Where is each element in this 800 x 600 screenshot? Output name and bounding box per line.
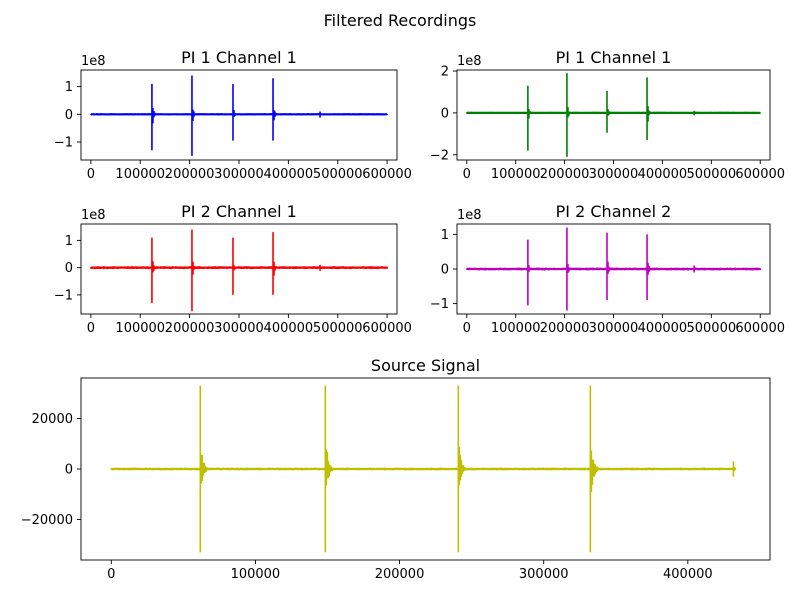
x-tick-label: 500000 bbox=[313, 321, 363, 336]
y-tick-label: 0 bbox=[441, 263, 449, 278]
y-tick-label: 0 bbox=[65, 463, 73, 478]
x-tick-label: 500000 bbox=[313, 167, 363, 182]
subplot-title: PI 1 Channel 1 bbox=[181, 48, 297, 67]
subplot-4: PI 2 Channel 2 1e8 0 100000 200000 300000 4000… bbox=[430, 202, 785, 336]
y-tick-label: 0 bbox=[441, 106, 449, 121]
y-tick-label: 1 bbox=[65, 234, 73, 249]
y-tick-label: 20000 bbox=[32, 412, 73, 427]
x-tick-label: 200000 bbox=[540, 167, 590, 182]
y-tick-label: 2 bbox=[441, 65, 449, 80]
x-tick-label: 300000 bbox=[214, 321, 264, 336]
subplot-1: PI 1 Channel 1 1e8 0 100000 200000 300000 4000… bbox=[54, 48, 412, 182]
y-tick-label: 0 bbox=[65, 261, 73, 276]
subplot-title: PI 2 Channel 2 bbox=[556, 202, 672, 221]
x-tick-label: 0 bbox=[107, 567, 115, 582]
subplot-2: PI 1 Channel 1 1e8 0 100000 200000 300000 4000… bbox=[430, 48, 785, 182]
x-tick-label: 0 bbox=[87, 321, 95, 336]
subplot-title: Source Signal bbox=[371, 356, 480, 375]
x-tick-label: 400000 bbox=[638, 167, 688, 182]
x-tick-label: 600000 bbox=[362, 321, 412, 336]
subplot-title: PI 1 Channel 1 bbox=[556, 48, 672, 67]
x-tick-label: 300000 bbox=[519, 567, 569, 582]
x-tick-label: 200000 bbox=[165, 321, 215, 336]
x-tick-label: 600000 bbox=[735, 167, 785, 182]
subplot-3: PI 2 Channel 1 1e8 0 100000 200000 300000 4000… bbox=[54, 202, 412, 336]
x-tick-label: 100000 bbox=[491, 167, 541, 182]
x-tick-label: 400000 bbox=[264, 167, 314, 182]
x-tick-label: 300000 bbox=[214, 167, 264, 182]
y-tick-label: −1 bbox=[54, 136, 73, 151]
x-tick-label: 100000 bbox=[231, 567, 281, 582]
x-tick-label: 600000 bbox=[362, 167, 412, 182]
x-tick-label: 400000 bbox=[638, 321, 688, 336]
x-tick-label: 0 bbox=[463, 321, 471, 336]
subplot-title: PI 2 Channel 1 bbox=[181, 202, 297, 221]
x-tick-label: 400000 bbox=[264, 321, 314, 336]
y-tick-label: −2 bbox=[430, 148, 449, 163]
x-tick-label: 0 bbox=[87, 167, 95, 182]
y-tick-label: 1 bbox=[441, 228, 449, 243]
x-tick-label: 200000 bbox=[165, 167, 215, 182]
y-tick-label: 0 bbox=[65, 108, 73, 123]
axis-offset-text: 1e8 bbox=[81, 208, 106, 223]
y-tick-label: −1 bbox=[54, 288, 73, 303]
axis-offset-text: 1e8 bbox=[81, 54, 106, 69]
axis-offset-text: 1e8 bbox=[457, 54, 482, 69]
x-tick-label: 600000 bbox=[735, 321, 785, 336]
x-tick-label: 100000 bbox=[115, 167, 165, 182]
y-tick-label: −1 bbox=[430, 297, 449, 312]
x-tick-label: 100000 bbox=[115, 321, 165, 336]
y-tick-label: −20000 bbox=[21, 513, 73, 528]
x-tick-label: 500000 bbox=[686, 167, 736, 182]
axis-offset-text: 1e8 bbox=[457, 208, 482, 223]
x-tick-label: 300000 bbox=[589, 321, 639, 336]
x-tick-label: 500000 bbox=[686, 321, 736, 336]
y-tick-label: 1 bbox=[65, 80, 73, 95]
x-tick-label: 200000 bbox=[540, 321, 590, 336]
x-tick-label: 100000 bbox=[491, 321, 541, 336]
x-tick-label: 400000 bbox=[663, 567, 713, 582]
figure-suptitle: Filtered Recordings bbox=[324, 11, 477, 30]
x-tick-label: 200000 bbox=[375, 567, 425, 582]
x-tick-label: 300000 bbox=[589, 167, 639, 182]
x-tick-label: 0 bbox=[463, 167, 471, 182]
